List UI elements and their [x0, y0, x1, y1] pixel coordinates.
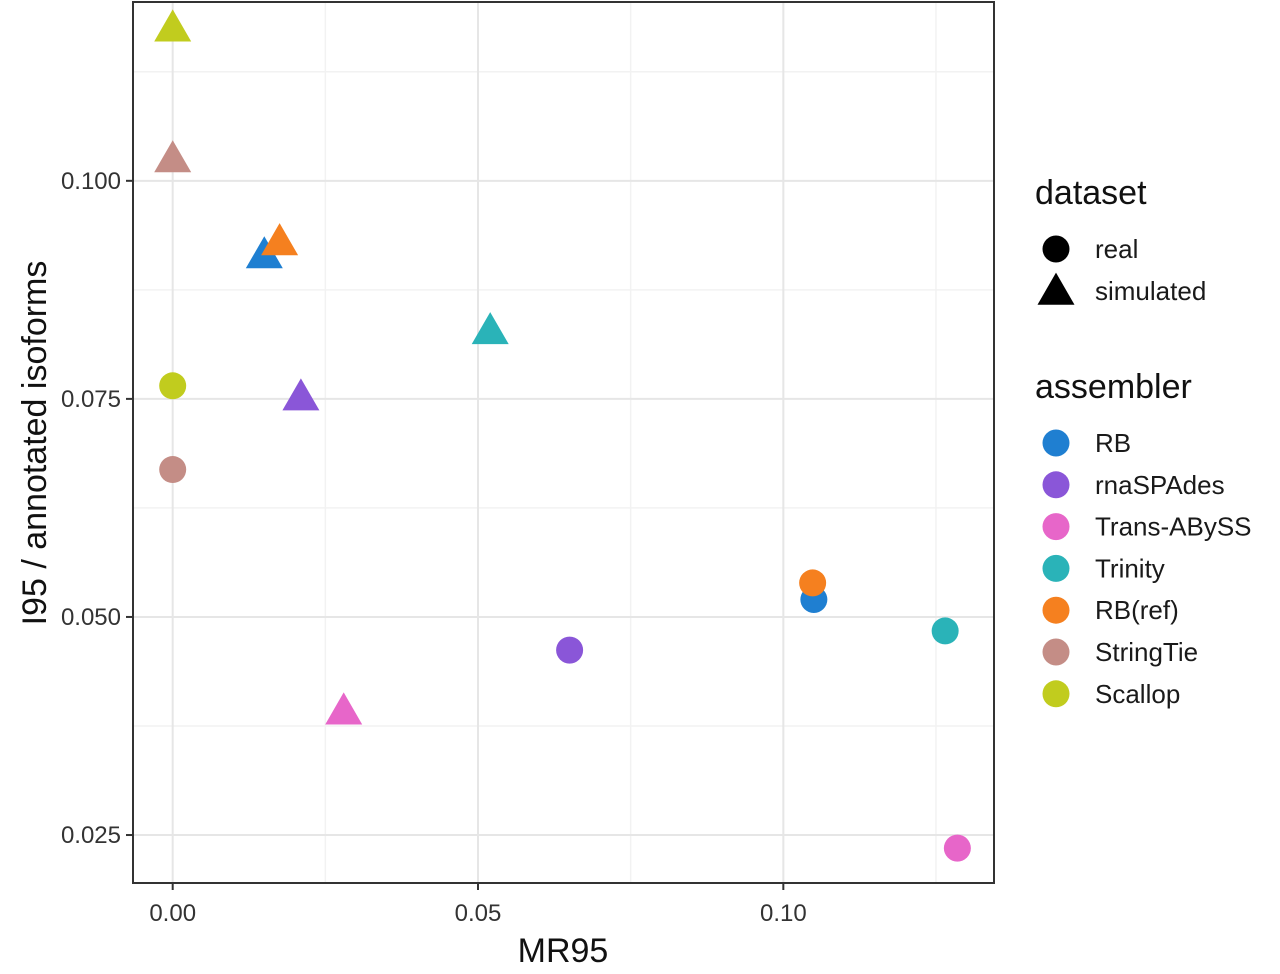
x-axis-title: MR95: [518, 932, 609, 969]
data-points: [154, 9, 971, 862]
y-axis-title: I95 / annotated isoforms: [16, 261, 54, 626]
legend-key-triangle-icon: [1037, 272, 1075, 305]
legend-assembler-label: Scallop: [1095, 679, 1180, 709]
legend-key-circle-icon: [1042, 235, 1070, 263]
grid: [133, 2, 994, 883]
legend-assembler-label: Trinity: [1095, 553, 1165, 583]
point-rnaspades-real: [556, 636, 584, 664]
x-tick-label: 0.10: [760, 900, 807, 927]
legend-key-trans-abyss-icon: [1042, 513, 1070, 541]
x-tick-label: 0.05: [455, 900, 502, 927]
legend-assembler-label: StringTie: [1095, 637, 1198, 667]
point-rb-ref-simulated: [261, 223, 299, 256]
point-trans-abyss-simulated: [325, 692, 363, 725]
legend-dataset: dataset real simulated: [1035, 174, 1206, 306]
point-scallop-simulated: [154, 9, 192, 42]
y-tick-label: 0.100: [61, 168, 121, 195]
point-stringtie-real: [159, 456, 187, 484]
legend-key-scallop-icon: [1042, 680, 1070, 708]
legend-assembler-label: RB: [1095, 428, 1131, 458]
y-axis: 0.025 0.050 0.075 0.100: [61, 168, 133, 849]
legend-assembler-label: Trans-ABySS: [1095, 512, 1252, 542]
legend-dataset-label: real: [1095, 234, 1138, 264]
legend-dataset-title: dataset: [1035, 174, 1147, 212]
legend-key-rb-icon: [1042, 429, 1070, 457]
plot-panel-border: [132, 1, 995, 884]
legend-assembler: assembler RB rnaSPAdes Trans-ABySS Trinity R…: [1035, 368, 1252, 709]
legend-key-stringtie-icon: [1042, 638, 1070, 666]
x-axis: 0.00 0.05 0.10: [149, 883, 807, 927]
y-tick-label: 0.075: [61, 386, 121, 413]
x-tick-label: 0.00: [149, 900, 196, 927]
point-scallop-real: [159, 372, 187, 400]
legend-assembler-label: rnaSPAdes: [1095, 470, 1225, 500]
legend-dataset-label: simulated: [1095, 276, 1206, 306]
point-stringtie-simulated: [154, 140, 192, 173]
point-trinity-simulated: [471, 312, 509, 345]
point-trans-abyss-real: [943, 834, 971, 862]
point-trinity-real: [931, 617, 959, 645]
point-rb-ref-real: [799, 569, 827, 597]
y-tick-label: 0.050: [61, 604, 121, 631]
y-tick-label: 0.025: [61, 822, 121, 849]
legend-key-rb-ref-icon: [1042, 596, 1070, 624]
legend-assembler-label: RB(ref): [1095, 595, 1179, 625]
legend-assembler-title: assembler: [1035, 368, 1192, 406]
legend-key-rnaspades-icon: [1042, 471, 1070, 499]
legend-key-trinity-icon: [1042, 554, 1070, 582]
point-rnaspades-simulated: [282, 378, 320, 411]
